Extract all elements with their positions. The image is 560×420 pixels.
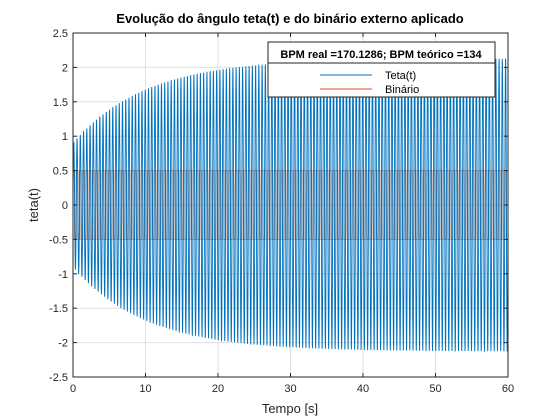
x-tick-label: 50 [429,383,441,395]
y-tick-label: 1.5 [53,97,68,109]
y-tick-label: -2 [58,338,68,350]
y-tick-label: -1.5 [49,303,68,315]
series-teta-line [73,58,508,353]
chart-title: Evolução do ângulo teta(t) e do binário … [116,11,463,26]
x-axis-ticks: 0 10 20 30 40 50 60 [70,33,514,395]
y-axis-label: teta(t) [26,188,41,222]
y-tick-label: 1 [62,131,68,143]
x-tick-label: 30 [284,383,296,395]
y-tick-label: 2 [62,62,68,74]
legend-label-binario: Binário [385,84,419,96]
x-axis-label: Tempo [s] [262,401,318,416]
legend: BPM real =170.1286; BPM teórico =134 Tet… [267,41,496,98]
legend-box [267,41,496,98]
y-tick-label: -1 [58,269,68,281]
y-tick-label: 0.5 [53,166,68,178]
x-tick-label: 10 [139,383,151,395]
x-tick-label: 60 [502,383,514,395]
x-tick-label: 20 [212,383,224,395]
y-tick-label: -0.5 [49,234,68,246]
series-layer [73,58,508,353]
legend-label-teta: Teta(t) [385,70,416,82]
x-tick-label: 40 [357,383,369,395]
y-tick-label: 2.5 [53,28,68,40]
legend-title: BPM real =170.1286; BPM teórico =134 [280,49,482,61]
y-tick-label: -2.5 [49,372,68,384]
y-axis-ticks: -2.5 -2 -1.5 -1 -0.5 0 0.5 1 1.5 2 2.5 [49,28,508,384]
y-tick-label: 0 [62,200,68,212]
x-tick-label: 0 [70,383,76,395]
